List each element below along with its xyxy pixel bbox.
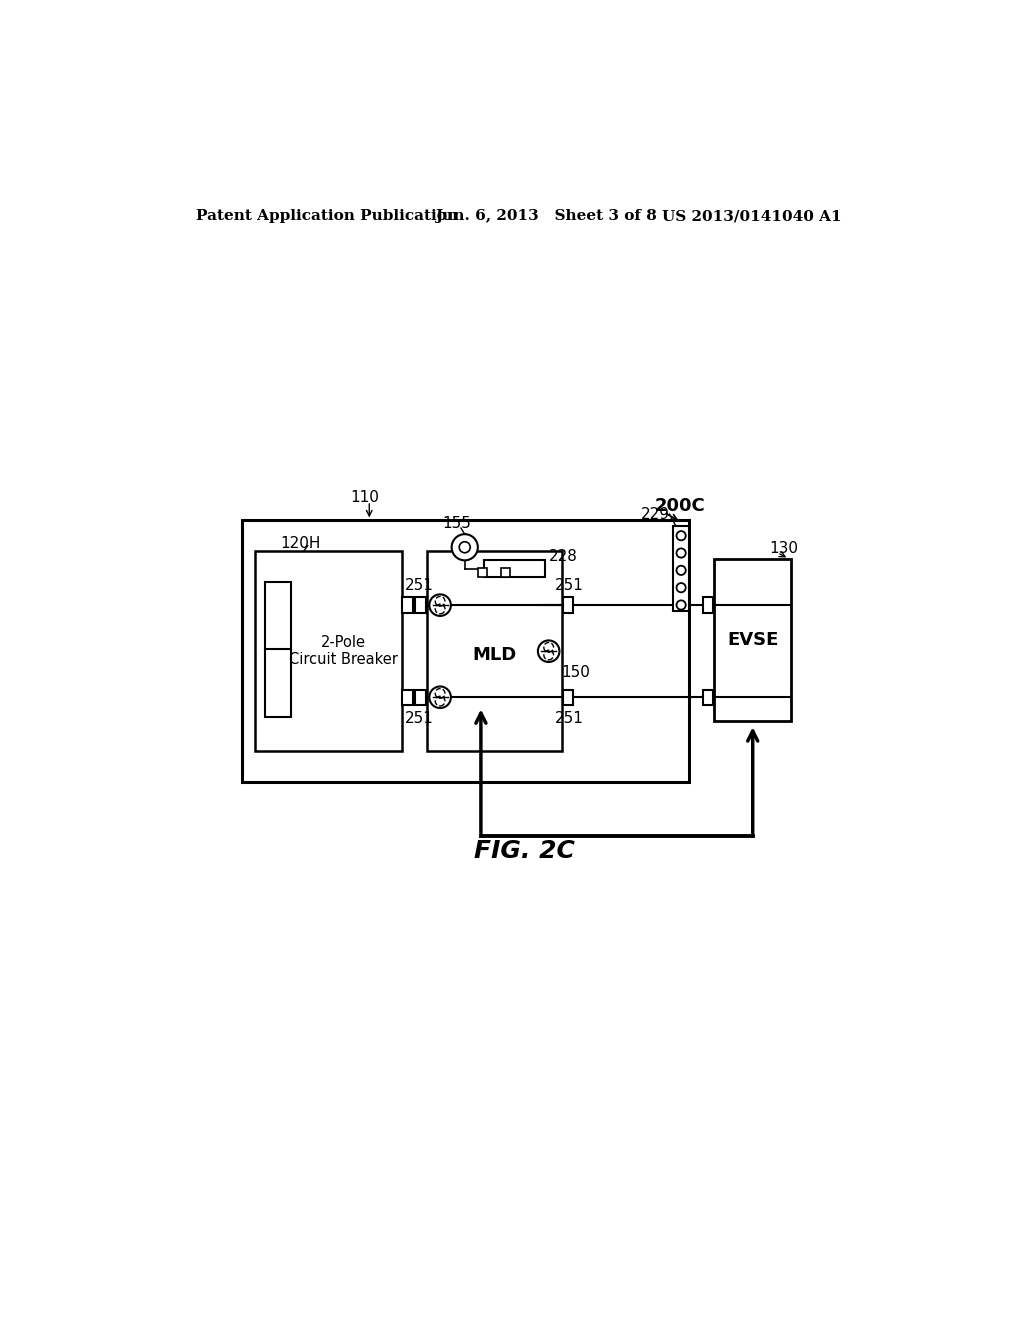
Text: 110: 110 [350,490,379,504]
Circle shape [429,686,451,708]
Bar [501,568,510,577]
Text: 251: 251 [404,578,434,593]
Text: FIG. 2C: FIG. 2C [474,840,575,863]
Text: 155: 155 [442,516,471,531]
Text: Patent Application Publication: Patent Application Publication [196,209,458,223]
Text: 150: 150 [562,665,591,680]
Text: 251: 251 [404,711,434,726]
Text: 120H: 120H [281,536,322,550]
Bar [402,689,413,705]
Bar [264,582,292,717]
Bar [427,552,562,751]
Text: Jun. 6, 2013   Sheet 3 of 8: Jun. 6, 2013 Sheet 3 of 8 [435,209,656,223]
Text: US 2013/0141040 A1: US 2013/0141040 A1 [662,209,842,223]
Bar [416,689,426,705]
Text: 130: 130 [770,540,799,556]
Text: 200C: 200C [654,498,705,515]
Bar [714,558,792,721]
Bar [562,689,573,705]
Bar [478,568,487,577]
Bar [243,520,689,781]
Text: 228: 228 [549,549,578,564]
Circle shape [452,535,478,561]
Bar [674,527,689,611]
Text: 251: 251 [555,711,584,726]
Text: 251: 251 [555,578,584,593]
Bar [416,598,426,612]
Bar [255,552,401,751]
Bar [562,598,573,612]
Text: MLD: MLD [472,647,516,664]
Circle shape [538,640,559,663]
Circle shape [429,594,451,616]
Text: EVSE: EVSE [727,631,778,648]
Bar [402,598,413,612]
Bar [483,560,545,577]
Bar [702,689,714,705]
Bar [702,598,714,612]
Text: 2-Pole
Circuit Breaker: 2-Pole Circuit Breaker [290,635,398,668]
Text: 229: 229 [641,507,670,521]
